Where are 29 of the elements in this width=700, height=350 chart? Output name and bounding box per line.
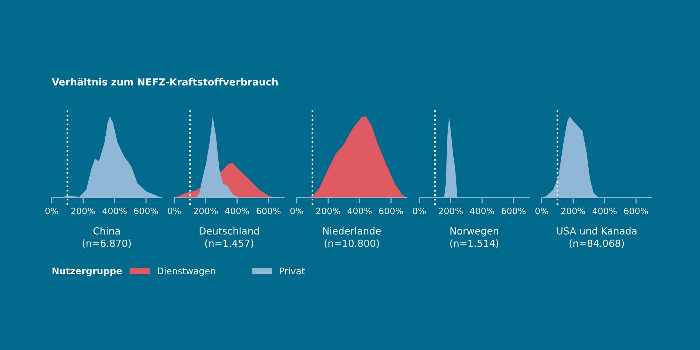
x-tick-label: 400% [348,208,372,214]
x-axis-title: USA und Kanada (n=84.068) [557,227,637,248]
x-tick-label: 600% [379,208,404,214]
x-axis-title: China (n=6.870) [82,227,132,248]
x-tick-label: 0% [413,208,426,214]
chart-title: Verhältnis zum NEFZ-Kraftstoffverbrauch [52,78,278,86]
x-tick-label: 0% [168,208,181,214]
x-tick-label: 200% [562,208,586,214]
x-tick-label: 0% [46,208,58,214]
x-tick-label: 400% [225,208,250,214]
x-tick-label: 200% [439,208,463,214]
x-tick-label: 400% [592,208,617,214]
x-tick-label: 200% [72,208,96,214]
x-tick-label: 400% [102,208,127,214]
x-tick-label: 400% [470,208,494,214]
x-tick-label: 600% [502,208,526,214]
x-tick-label: 200% [194,208,218,214]
x-axis-title: Norwegen (n=1.514) [450,228,499,248]
legend-label: Privat [280,268,306,275]
legend-title: Nutzergruppe [52,268,122,276]
x-axis-title: Deutschland (n=1.457) [200,227,260,248]
x-tick-label: 200% [316,208,340,214]
x-tick-label: 0% [536,208,548,214]
x-tick-label: 600% [134,208,158,214]
x-tick-label: 600% [256,208,281,214]
x-tick-label: 0% [290,208,304,214]
x-tick-label: 600% [624,208,648,214]
legend-label: Dienstwagen [158,268,216,276]
x-axis-title: Niederlande (n=10.800) [323,227,382,248]
